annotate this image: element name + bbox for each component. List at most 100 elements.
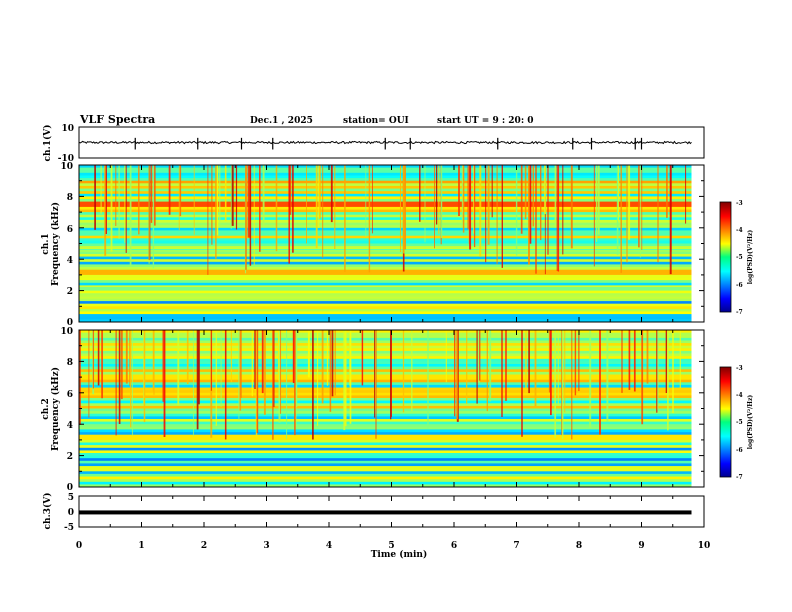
spec2-row-43 xyxy=(79,442,692,446)
spec1-row-35 xyxy=(79,256,692,260)
spec1-row-45 xyxy=(79,282,692,286)
spec2-row-59 xyxy=(79,484,692,488)
ch1-spec-ylabel: ch.1 xyxy=(41,233,51,254)
ch1-waveform-panel: 10 -10 ch.1(V) xyxy=(42,124,705,164)
spec1-row-38 xyxy=(79,264,692,268)
spec1-row-4 xyxy=(79,175,692,179)
time-axis-tick-label-6: 6 xyxy=(451,541,457,551)
ch1-colorbar: -3 -4 -5 -6 -7 log(PSD)(V²/Hz) xyxy=(719,200,754,316)
spec2-row-49 xyxy=(79,458,692,462)
spec2-row-9 xyxy=(79,353,692,357)
spec1-row-14 xyxy=(79,201,692,205)
ch1-spec-ytick-8: 8 xyxy=(67,193,73,203)
spec1-row-15 xyxy=(79,204,692,208)
spec2-row-31 xyxy=(79,411,692,415)
ch1-ytick-bottom: -10 xyxy=(58,154,74,164)
spec1-row-34 xyxy=(79,254,692,257)
spec1-row-3 xyxy=(79,172,692,176)
ch1-colorbar-label: log(PSD)(V²/Hz) xyxy=(747,230,754,285)
ch2-spectrogram-panel: 0 2 4 6 8 10 ch.2 Frequency (kHz) xyxy=(41,327,705,493)
spec2-row-4 xyxy=(79,340,692,344)
spec1-row-53 xyxy=(79,303,692,307)
spec1-row-51 xyxy=(79,298,692,302)
spec2-row-17 xyxy=(79,374,692,378)
spec1-row-44 xyxy=(79,280,692,284)
figure-title: VLF Spectra xyxy=(79,113,155,126)
time-axis-tick-label-7: 7 xyxy=(513,541,519,551)
spec1-row-0 xyxy=(79,165,692,168)
ch1-colorbar-tick-m7: -7 xyxy=(736,309,743,316)
spec1-row-47 xyxy=(79,288,692,291)
spec2-row-5 xyxy=(79,343,692,347)
spec1-row-48 xyxy=(79,290,692,294)
spec2-row-35 xyxy=(79,421,692,425)
spec2-row-54 xyxy=(79,471,692,475)
ch2-spec-ytick-2: 2 xyxy=(67,452,73,462)
spec2-row-24 xyxy=(79,392,692,396)
spec1-row-41 xyxy=(79,272,692,276)
time-axis-tick-labels: 0 1 2 3 4 5 6 7 8 9 10 xyxy=(76,541,710,551)
ch1-colorbar-tick-m5: -5 xyxy=(736,254,743,261)
spec1-row-2 xyxy=(79,170,692,174)
ch2-spec-ytick-6: 6 xyxy=(67,390,73,400)
ch1-spectrogram-tick-marks xyxy=(78,164,705,323)
spec2-row-56 xyxy=(79,476,692,480)
ch1-ytick-top: 10 xyxy=(61,124,74,134)
ch3-ylabel: ch.3(V) xyxy=(42,493,53,530)
ch1-waveform-spikes xyxy=(134,137,643,150)
ch3-waveform-trace xyxy=(79,510,692,515)
spec2-row-38 xyxy=(79,429,692,433)
ch3-ytick-mid: 0 xyxy=(68,508,74,518)
spec1-row-13 xyxy=(79,199,692,202)
spec2-row-30 xyxy=(79,408,692,412)
ch1-colorbar-bar xyxy=(719,201,732,313)
spec1-row-20 xyxy=(79,217,692,221)
spec1-row-29 xyxy=(79,240,692,244)
ch2-colorbar-tick-m7: -7 xyxy=(736,474,743,481)
spec2-row-8 xyxy=(79,350,692,354)
spec2-row-48 xyxy=(79,455,692,459)
spec1-row-54 xyxy=(79,306,692,310)
spec2-row-2 xyxy=(79,335,692,339)
spec2-row-32 xyxy=(79,413,692,417)
spec2-row-1 xyxy=(79,332,692,336)
spec2-row-20 xyxy=(79,382,692,386)
spec1-row-27 xyxy=(79,235,692,239)
spec1-row-31 xyxy=(79,246,692,250)
ch1-colorbar-tick-m4: -4 xyxy=(736,227,743,234)
spec2-row-18 xyxy=(79,377,692,381)
spec2-row-29 xyxy=(79,405,692,409)
ch1-ylabel: ch.1(V) xyxy=(42,125,53,162)
ch2-colorbar-tick-m4: -4 xyxy=(736,392,743,399)
spec2-row-57 xyxy=(79,479,692,483)
spec2-row-50 xyxy=(79,460,692,464)
spec1-row-26 xyxy=(79,233,692,236)
ch1-colorbar-tick-m6: -6 xyxy=(736,282,743,289)
spec1-row-9 xyxy=(79,188,692,192)
ch3-ytick-bottom: -5 xyxy=(64,523,74,533)
ch2-spec-ylabel: ch.2 xyxy=(41,398,51,419)
ch2-colorbar-bar xyxy=(719,366,732,478)
spec1-row-7 xyxy=(79,183,692,187)
spec2-row-42 xyxy=(79,439,692,443)
spec1-row-24 xyxy=(79,227,692,231)
spec1-row-1 xyxy=(79,167,692,171)
spec2-row-10 xyxy=(79,356,692,360)
spec2-row-44 xyxy=(79,445,692,449)
ch1-spec-ytick-6: 6 xyxy=(67,225,73,235)
spec1-row-10 xyxy=(79,191,692,195)
spec2-row-14 xyxy=(79,366,692,370)
ch2-spectrogram-tick-marks xyxy=(78,329,705,488)
spec2-row-25 xyxy=(79,395,692,399)
ch1-spec-ytick-4: 4 xyxy=(67,256,73,266)
spec2-row-0 xyxy=(79,330,692,333)
spec1-row-25 xyxy=(79,230,692,234)
spec2-row-21 xyxy=(79,384,692,388)
ch1-spec-ytick-2: 2 xyxy=(67,287,73,297)
spec2-row-46 xyxy=(79,450,692,454)
spec2-row-55 xyxy=(79,473,692,477)
spec2-row-58 xyxy=(79,481,692,485)
ch2-spec-ytick-10: 10 xyxy=(60,327,73,337)
time-axis-tick-label-1: 1 xyxy=(138,541,144,551)
